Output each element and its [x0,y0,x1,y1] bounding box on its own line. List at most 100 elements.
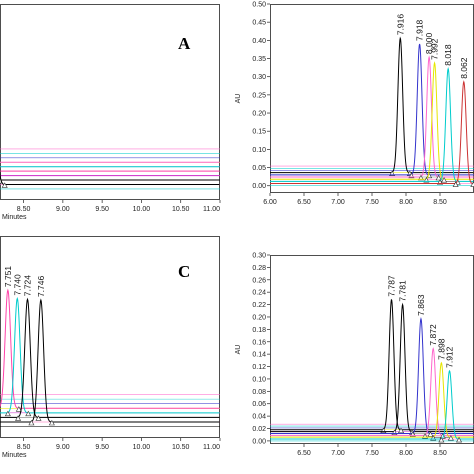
peak-label: 7.746 [36,275,46,297]
peak-trace [270,80,474,185]
panel-letter: C [178,262,190,281]
integration-marker [15,406,22,412]
integration-marker [438,436,445,443]
plot-frame [0,4,220,200]
peak-trace [0,288,220,409]
x-tick-label: 6.00 [263,199,277,206]
integration-marker [441,177,448,183]
peak-trace [0,179,220,181]
x-tick-label: 9.00 [56,206,70,213]
plot-area [0,288,220,427]
y-tick-label: 0.05 [252,165,266,172]
panel-c: 7.751 7.740 7.724 7.746 8.50 9.00 9.50 10.00 10.… [0,236,221,459]
y-tick-label: 0.20 [252,314,266,321]
plot-frame [0,236,220,438]
y-tick-label: 0.20 [252,111,266,118]
peak-trace [0,166,220,168]
peak-label: 7.918 [415,19,425,41]
peak-trace [270,361,474,438]
peak-trace [270,369,474,440]
integration-marker [470,181,474,187]
y-tick-label: 0.25 [252,92,266,99]
x-tick-label: 10.50 [172,444,190,451]
x-axis-title: Minutes [2,214,27,221]
x-tick-label: 11.00 [203,444,220,451]
peak-label: 7.751 [3,266,13,288]
peak-label: 7.787 [387,275,397,297]
peak-label: 7.912 [445,346,455,368]
peak-trace [270,66,474,182]
plot-area [270,298,474,443]
y-tick-label: 0.45 [252,20,266,27]
x-tick-label: 7.50 [365,450,379,457]
x-tick-label: 10.50 [172,206,190,213]
integration-marker [427,431,434,437]
y-tick-label: 0.10 [252,376,266,383]
y-tick-label: 0.10 [252,147,266,154]
peak-trace [0,168,220,185]
integration-marker [447,435,454,441]
y-tick-label: 0.00 [252,438,266,445]
peak-trace [0,161,220,163]
x-tick-label: 8.50 [433,199,447,206]
integration-marker [1,182,8,188]
x-tick-label: 6.50 [297,450,311,457]
y-axis-title: AU [235,345,242,355]
peak-trace [0,170,220,172]
peak-label: 7.863 [416,294,426,316]
x-tick-label: 6.50 [297,199,311,206]
y-tick-label: 0.30 [252,74,266,81]
y-tick-label: 0.00 [252,183,266,190]
x-tick-label: 10.00 [133,444,151,451]
x-tick-label: 7.50 [365,199,379,206]
y-tick-label: 0.14 [252,352,266,359]
y-tick-label: 0.12 [252,364,266,371]
y-tick-label: 0.18 [252,327,266,334]
y-tick-label: 0.15 [252,129,266,136]
peak-label: 7.916 [395,14,405,36]
peak-trace [0,297,220,418]
peak-trace [270,317,474,434]
integration-marker [35,415,42,421]
peak-label: 7.898 [436,338,446,360]
peak-trace [270,347,474,436]
peak-trace [270,61,474,180]
x-tick-label: 8.50 [433,450,447,457]
peak-label: 8.000 [424,33,434,55]
y-tick-label: 0.08 [252,389,266,396]
x-tick-label: 11.00 [203,206,220,213]
y-tick-label: 0.04 [252,414,266,421]
peak-label: 7.724 [23,275,33,297]
integration-marker [48,419,55,426]
integration-marker [15,415,22,421]
peak-trace [270,55,474,178]
x-tick-label: 7.00 [331,450,345,457]
y-tick-label: 0.16 [252,339,266,346]
peak-label: 7.872 [428,324,438,346]
y-tick-label: 0.35 [252,56,266,63]
y-tick-label: 0.40 [252,38,266,45]
peak-trace [270,36,474,174]
integration-marker [28,419,35,426]
x-tick-label: 10.00 [133,206,151,213]
peak-trace [0,296,220,414]
peak-trace [270,298,474,431]
integration-marker [25,410,32,417]
x-tick-label: 9.50 [95,444,109,451]
integration-marker [4,410,11,417]
y-tick-label: 0.30 [252,253,266,260]
peak-label: 8.062 [459,57,469,79]
peak-label: 7.781 [398,280,408,302]
y-tick-label: 0.50 [252,2,266,9]
y-tick-label: 0.28 [252,265,266,272]
y-tick-label: 0.22 [252,302,266,309]
panel-a: 8.50 9.00 9.50 10.00 10.50 11.00 Minutes A [0,4,221,221]
plot-area [0,148,220,190]
integration-marker [456,436,463,443]
x-tick-label: 8.50 [17,206,31,213]
x-tick-label: 8.50 [17,444,31,451]
x-axis-title: Minutes [2,452,27,459]
